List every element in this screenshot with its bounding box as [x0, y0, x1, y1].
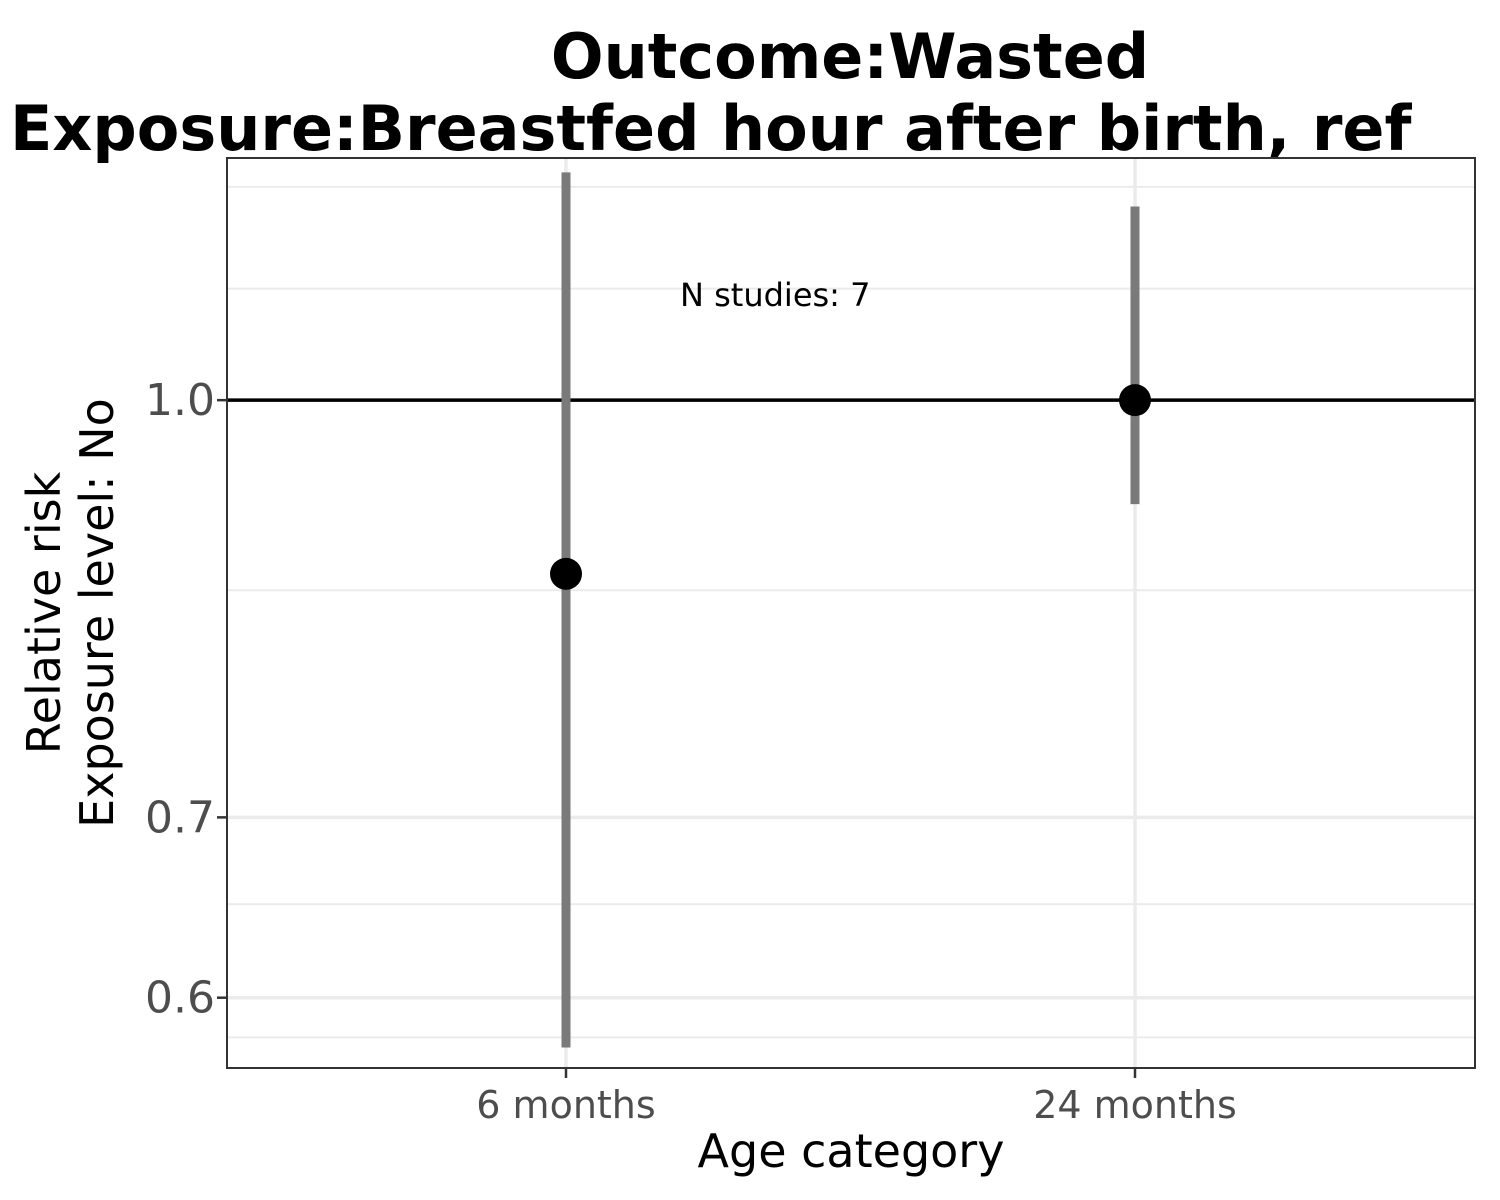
chart-title-line1: Outcome:Wasted: [551, 20, 1149, 93]
y-axis-title-line1: Relative risk: [17, 471, 71, 754]
marks-layer: [550, 172, 1151, 1048]
y-tick-label: 0.7: [145, 792, 215, 843]
plot-panel: [227, 158, 1475, 1068]
chart-title-line2: Exposure:Breastfed hour after birth, ref: [10, 92, 1412, 165]
axis-layer: 0.6 0.7 1.0 6 months 24 months: [145, 375, 1237, 1127]
x-tick-label: 6 months: [476, 1083, 655, 1127]
annotation-n-studies: N studies: 7: [680, 276, 870, 314]
x-axis-title: Age category: [698, 1124, 1005, 1178]
y-tick-label: 1.0: [145, 375, 215, 426]
x-tick-label: 24 months: [1033, 1083, 1237, 1127]
data-point: [1119, 384, 1151, 417]
y-tick-label: 0.6: [145, 973, 215, 1024]
y-axis-title-line2: Exposure level: No: [70, 398, 124, 828]
plot-panel-border: [226, 157, 1476, 1069]
data-point: [550, 557, 582, 590]
